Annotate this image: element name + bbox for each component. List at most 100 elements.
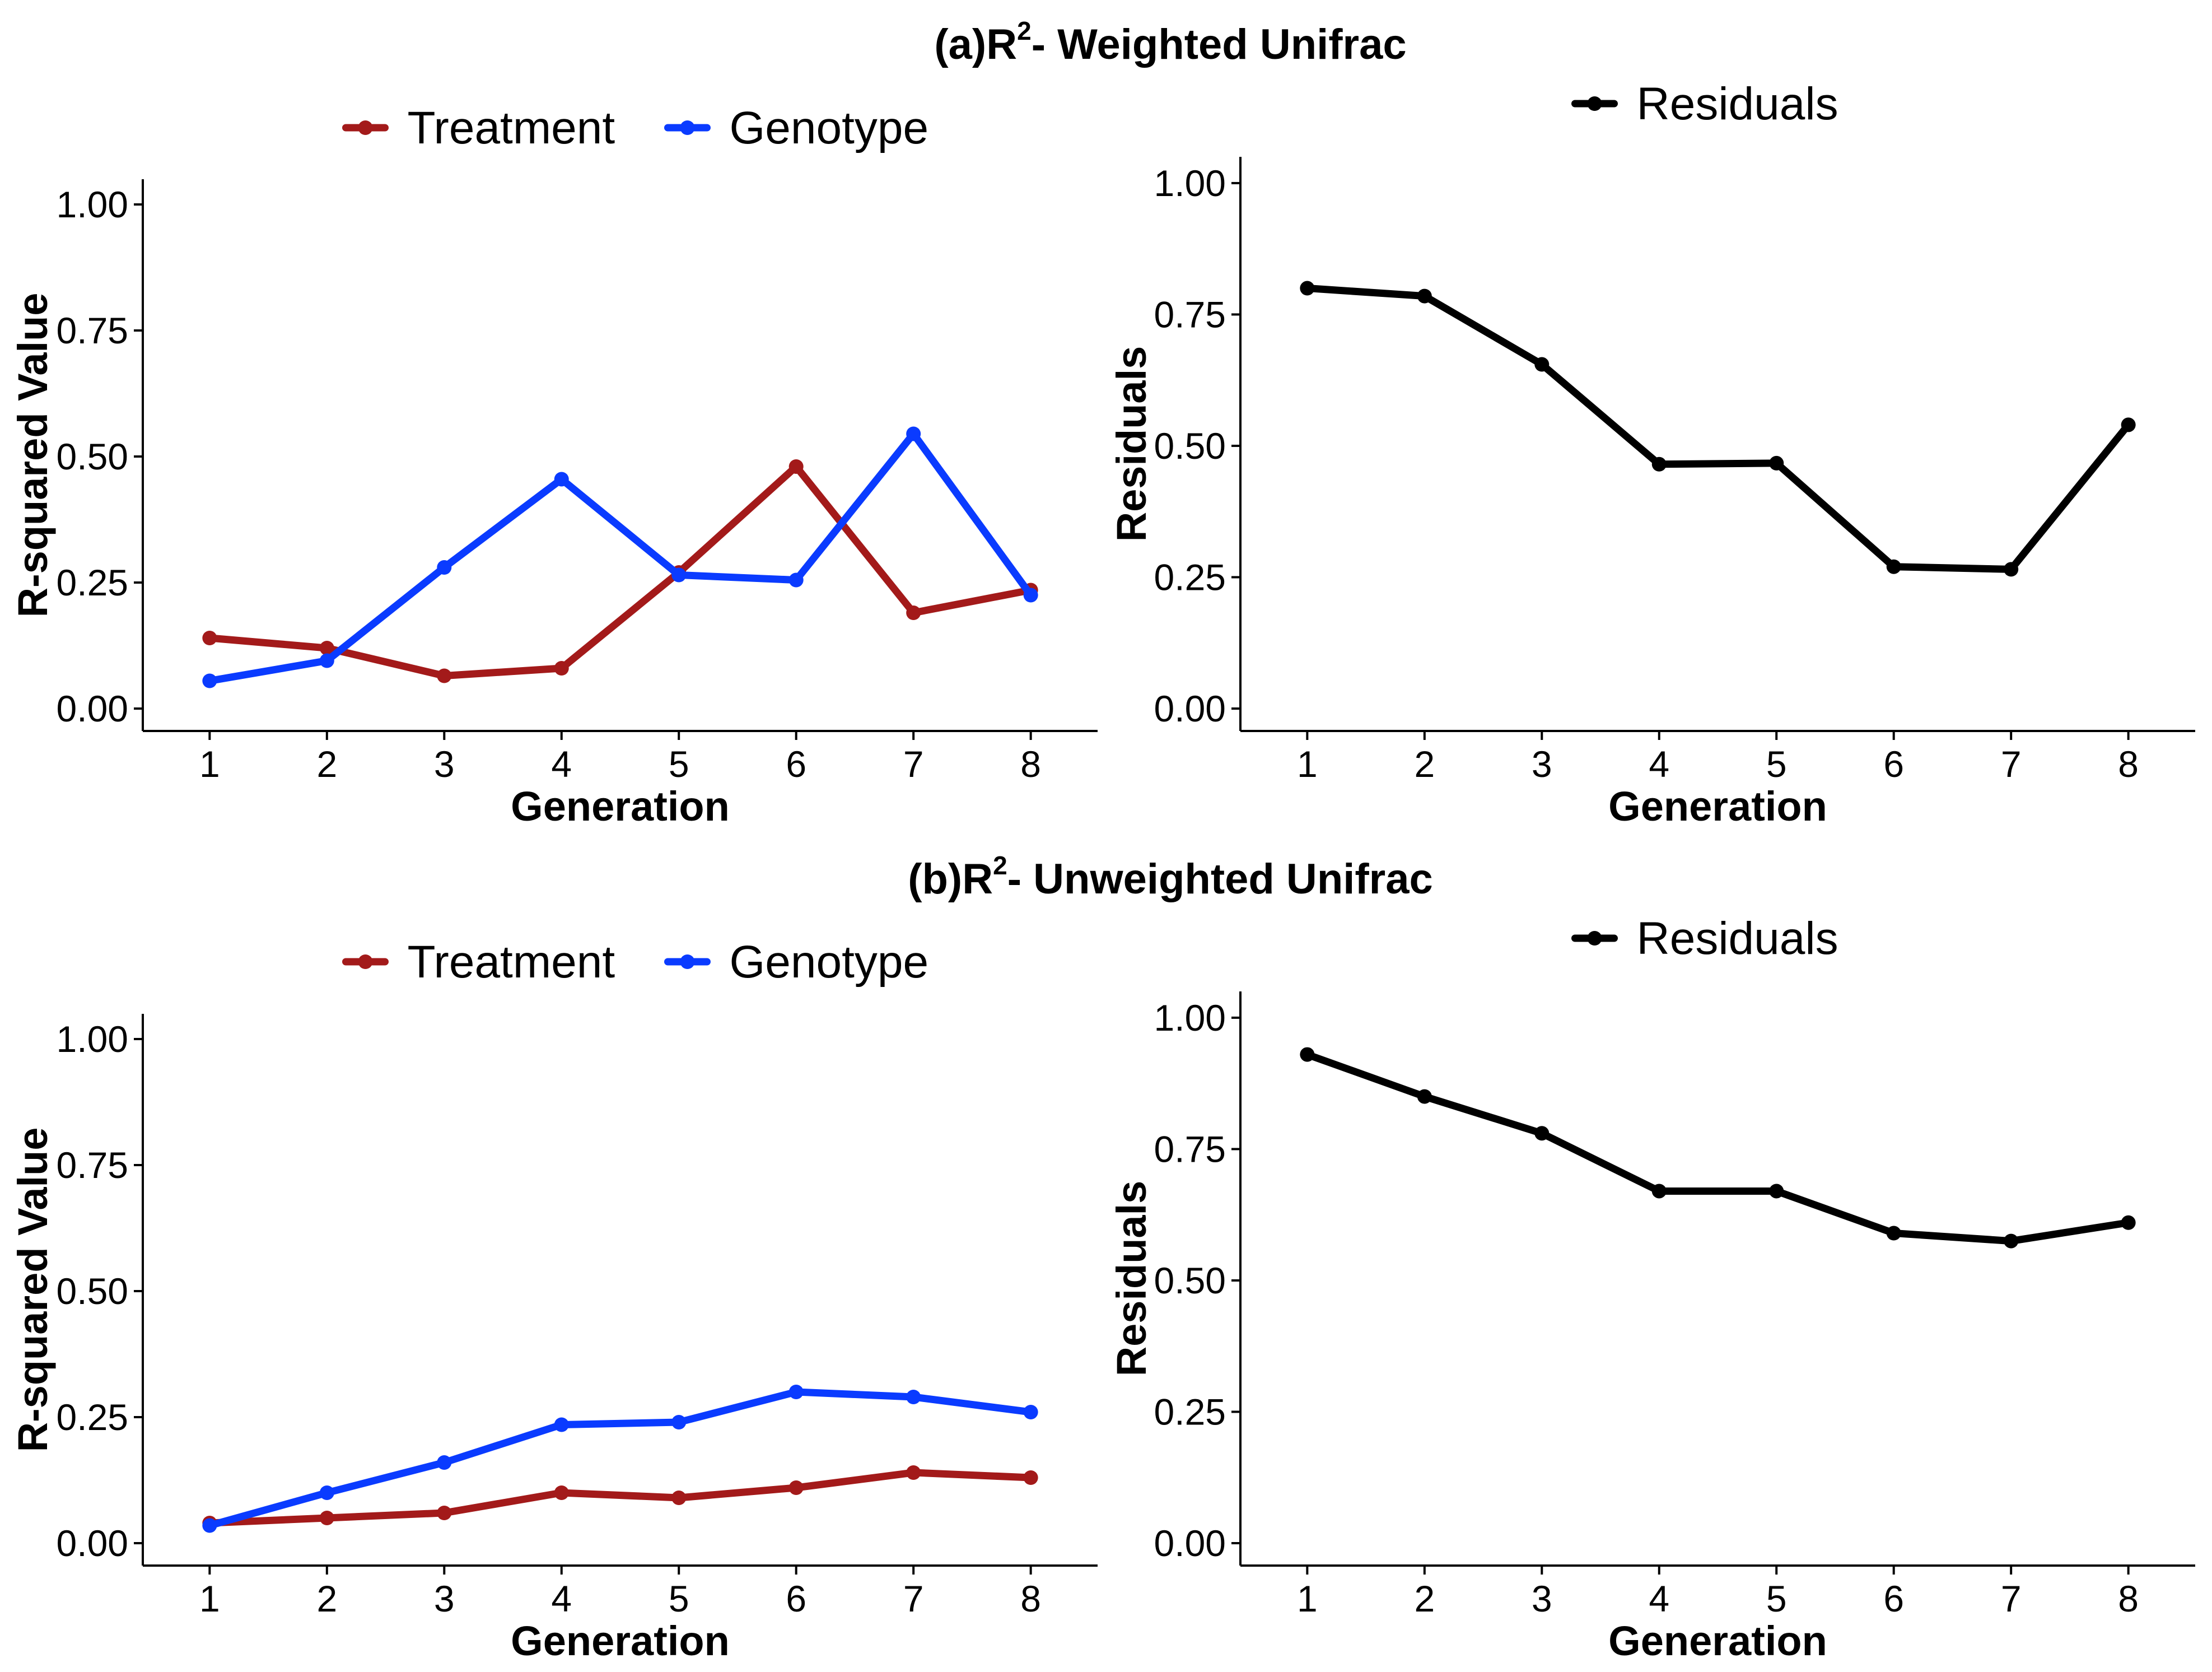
- section-a-title-prefix: (a)R: [934, 21, 1017, 68]
- section-b-title-prefix: (b)R: [908, 855, 993, 903]
- x-tick-label: 7: [903, 743, 924, 785]
- data-point-residuals: [1300, 281, 1315, 296]
- x-tick-label: 6: [786, 1578, 806, 1619]
- legend-marker-treatment: [358, 120, 373, 135]
- data-point-genotype: [437, 1455, 452, 1470]
- y-tick-label: 0.75: [1154, 294, 1226, 335]
- x-tick-label: 8: [2118, 1578, 2139, 1619]
- x-tick-label: 4: [1649, 1578, 1669, 1619]
- y-tick-label: 0.75: [57, 310, 128, 351]
- x-tick-label: 7: [903, 1578, 924, 1619]
- data-point-treatment: [319, 641, 334, 655]
- x-tick-label: 2: [316, 1578, 337, 1619]
- y-axis-title: Residuals: [1108, 1181, 1155, 1377]
- section-a-title: (a)R2- Weighted Unifrac: [934, 16, 1406, 68]
- legend-marker-genotype: [680, 954, 695, 969]
- data-point-genotype: [554, 1417, 569, 1432]
- x-axis-title: Generation: [1608, 783, 1827, 830]
- x-tick-label: 6: [1883, 743, 1904, 785]
- x-tick-label: 8: [2118, 743, 2139, 785]
- section-a-title-suffix: - Weighted Unifrac: [1032, 21, 1407, 68]
- legend-label-treatment: Treatment: [408, 937, 615, 988]
- x-tick-label: 6: [1883, 1578, 1904, 1619]
- y-tick-label: 0.00: [1154, 1522, 1226, 1564]
- data-point-treatment: [906, 606, 921, 620]
- legend-marker-genotype: [680, 120, 695, 135]
- x-tick-label: 3: [434, 743, 455, 785]
- data-point-residuals: [1534, 1126, 1550, 1141]
- data-point-genotype: [671, 567, 687, 583]
- data-point-residuals: [1886, 559, 1901, 574]
- chart-a-left: 0.00 0.25 0.50 0.75 1.00 1 2 3 4 5 6 7 8 Generation R-…: [10, 103, 1098, 830]
- x-tick-label: 3: [1532, 1578, 1552, 1619]
- data-point-genotype: [319, 1485, 334, 1500]
- y-tick-label: 0.25: [57, 1396, 128, 1438]
- legend-marker-treatment: [358, 954, 373, 969]
- x-axis-title: Generation: [511, 783, 730, 830]
- series-line-treatment: [206, 1469, 1035, 1527]
- data-point-treatment: [788, 459, 804, 474]
- x-tick-label: 1: [1297, 1578, 1318, 1619]
- legend-label-genotype: Genotype: [730, 937, 929, 988]
- x-tick-label: 3: [1532, 743, 1552, 785]
- data-point-residuals: [1886, 1226, 1901, 1241]
- x-tick-label: 5: [669, 1578, 689, 1619]
- data-point-genotype: [906, 1390, 921, 1404]
- x-tick-label: 5: [669, 743, 689, 785]
- y-tick-label: 0.75: [57, 1144, 128, 1186]
- x-axis-title: Generation: [1608, 1618, 1827, 1664]
- data-point-genotype: [554, 472, 569, 487]
- y-tick-label: 1.00: [57, 184, 128, 225]
- data-point-residuals: [2004, 1233, 2019, 1249]
- y-tick-label: 0.00: [1154, 688, 1226, 729]
- x-tick-label: 4: [1649, 743, 1669, 785]
- data-point-residuals: [2004, 562, 2019, 577]
- y-tick-label: 1.00: [57, 1018, 128, 1060]
- section-a-title-superscript: 2: [1017, 16, 1032, 45]
- data-point-residuals: [1651, 1184, 1667, 1199]
- legend-marker-residuals: [1587, 931, 1602, 946]
- data-point-genotype: [788, 572, 804, 588]
- data-point-residuals: [2121, 1215, 2136, 1230]
- y-tick-label: 0.50: [1154, 1260, 1226, 1301]
- x-tick-label: 2: [316, 743, 337, 785]
- y-tick-label: 1.00: [1154, 997, 1226, 1038]
- data-point-residuals: [1300, 1047, 1315, 1062]
- x-tick-label: 4: [551, 1578, 572, 1619]
- x-tick-label: 3: [434, 1578, 455, 1619]
- x-tick-label: 6: [786, 743, 806, 785]
- x-tick-label: 8: [1020, 1578, 1041, 1619]
- data-point-genotype: [1023, 588, 1038, 603]
- data-point-genotype: [788, 1385, 804, 1399]
- y-axis-title: R-squared Value: [10, 293, 56, 618]
- legend-label-treatment: Treatment: [408, 103, 615, 153]
- data-point-residuals: [2121, 417, 2136, 432]
- x-tick-label: 2: [1414, 743, 1435, 785]
- y-tick-label: 0.75: [1154, 1128, 1226, 1170]
- x-axis-title: Generation: [511, 1618, 730, 1664]
- legend-label-residuals: Residuals: [1637, 78, 1838, 129]
- y-tick-label: 0.25: [57, 562, 128, 603]
- legend-label-genotype: Genotype: [730, 103, 929, 153]
- section-b-title-superscript: 2: [993, 851, 1007, 880]
- legend-marker-residuals: [1587, 96, 1602, 111]
- data-point-residuals: [1651, 457, 1667, 472]
- series-line-residuals: [1303, 1051, 2132, 1245]
- data-point-treatment: [554, 661, 569, 676]
- chart-b-left: 0.00 0.25 0.50 0.75 1.00 1 2 3 4 5 6 7 8 Generation R-…: [10, 937, 1098, 1664]
- legend: Residuals: [1571, 913, 1838, 964]
- data-point-treatment: [319, 1511, 334, 1525]
- y-tick-label: 0.25: [1154, 1391, 1226, 1432]
- data-point-residuals: [1534, 357, 1550, 372]
- data-point-genotype: [319, 653, 334, 668]
- legend: Treatment Genotype: [342, 103, 929, 153]
- data-point-genotype: [202, 673, 217, 688]
- series-line-genotype: [206, 430, 1035, 684]
- chart-a-right: 0.00 0.25 0.50 0.75 1.00 1 2 3 4 5 6 7 8 Generation Re…: [1108, 78, 2195, 830]
- y-tick-label: 0.00: [57, 1522, 128, 1564]
- x-tick-label: 5: [1766, 1578, 1787, 1619]
- series-line-residuals: [1303, 285, 2132, 573]
- data-point-treatment: [1023, 1470, 1038, 1485]
- y-axis-title: R-squared Value: [10, 1128, 56, 1452]
- data-point-genotype: [671, 1415, 687, 1429]
